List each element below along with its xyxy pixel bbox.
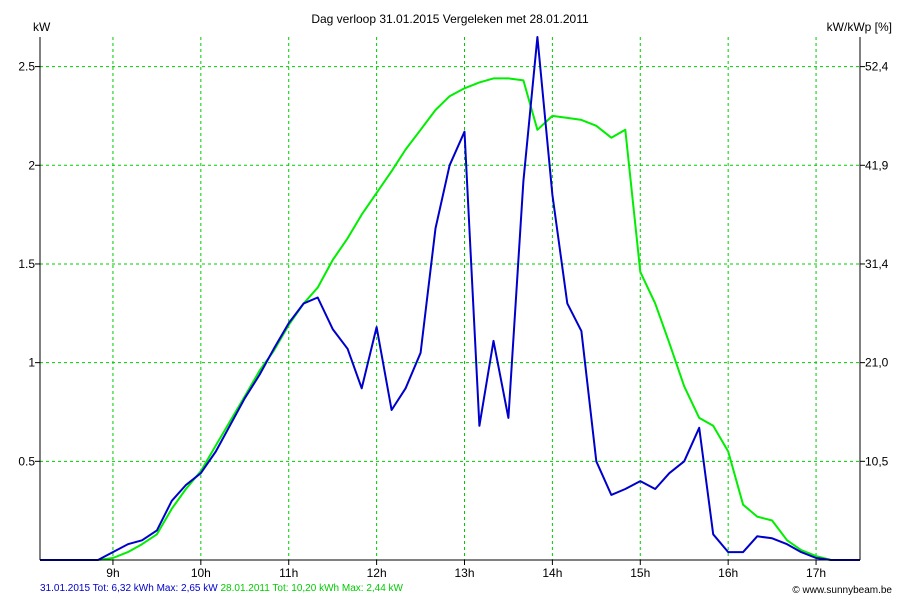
- y-tick-label-left: 2.5: [18, 60, 35, 74]
- chart-ticks: 9h 10h 11h 12h 13h 14h 15h 16h 17h 0.5 10,5 1 21,0 1.…: [18, 60, 888, 580]
- x-tick-label: 10h: [191, 566, 211, 580]
- credit-text: © www.sunnybeam.be: [792, 585, 892, 596]
- y-tick-label-right: 21,0: [865, 356, 889, 370]
- x-tick-label: 15h: [630, 566, 650, 580]
- y-tick-label-left: 0.5: [18, 454, 35, 468]
- y-tick-label-left: 1.5: [18, 257, 35, 271]
- chart-footer-legend: 31.01.2015 Tot: 6,32 kWh Max: 2,65 kW 28…: [40, 583, 403, 594]
- x-tick-label: 14h: [542, 566, 562, 580]
- y-tick-label-right: 10,5: [865, 454, 889, 468]
- chart-series: [40, 36, 860, 561]
- series-line-2015: [40, 36, 860, 561]
- y-axis-right-label: kW/kWp [%]: [826, 20, 892, 34]
- y-tick-label-right: 31,4: [865, 257, 889, 271]
- series-line-2011: [40, 77, 860, 561]
- legend-series-2015: 31.01.2015 Tot: 6,32 kWh Max: 2,65 kW: [40, 583, 218, 594]
- x-tick-label: 9h: [106, 566, 119, 580]
- y-axis-left-label: kW: [33, 20, 51, 34]
- legend-series-2011: 28.01.2011 Tot: 10,20 kWh Max: 2,44 kW: [220, 583, 403, 594]
- y-tick-label-left: 1: [28, 356, 35, 370]
- x-tick-label: 11h: [279, 566, 298, 580]
- chart-title: Dag verloop 31.01.2015 Vergeleken met 28…: [311, 12, 589, 26]
- x-tick-label: 17h: [806, 566, 826, 580]
- y-tick-label-right: 41,9: [865, 158, 889, 172]
- x-tick-label: 16h: [718, 566, 738, 580]
- y-tick-label-left: 2: [28, 158, 35, 172]
- x-tick-label: 12h: [367, 566, 387, 580]
- x-tick-label: 13h: [454, 566, 474, 580]
- y-tick-label-right: 52,4: [865, 60, 889, 74]
- chart-axes: [39, 37, 861, 561]
